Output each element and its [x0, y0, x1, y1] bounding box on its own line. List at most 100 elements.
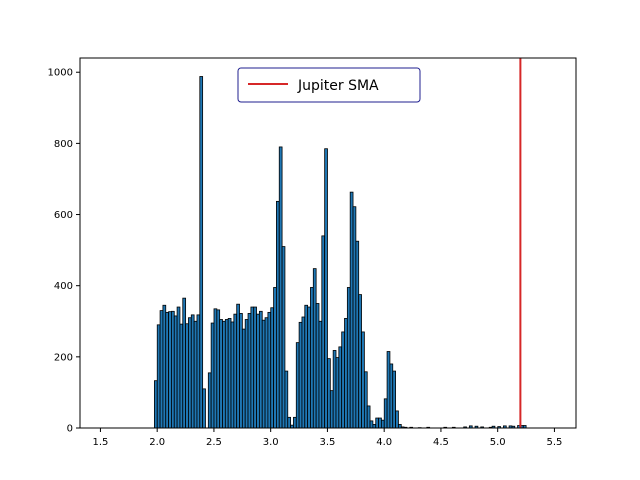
y-tick-label: 200	[54, 352, 73, 363]
x-tick-label: 3.5	[319, 437, 335, 448]
histogram-bar	[196, 314, 201, 429]
histogram-bar	[278, 146, 283, 429]
histogram-bar	[298, 321, 303, 429]
legend-label: Jupiter SMA	[297, 78, 379, 94]
histogram-bar	[222, 320, 226, 429]
histogram-bar	[233, 313, 238, 429]
histogram-bar	[261, 319, 266, 429]
histogram-bar	[168, 311, 172, 429]
x-tick-label: 5.5	[546, 437, 562, 448]
histogram-bar	[332, 350, 337, 429]
histogram-bar	[224, 319, 229, 429]
histogram-bar	[159, 310, 164, 429]
histogram-bar	[301, 316, 306, 429]
histogram-bar	[173, 315, 178, 429]
x-tick-label: 3.0	[263, 437, 279, 448]
histogram-bar	[165, 311, 169, 429]
histogram-bar	[349, 191, 354, 429]
histogram-bar	[219, 319, 223, 429]
histogram-bar	[241, 328, 246, 429]
histogram-bar	[156, 324, 161, 429]
histogram-bar	[227, 318, 232, 429]
histogram-bar	[358, 294, 362, 429]
histogram-bar	[324, 148, 328, 429]
histogram-bar	[244, 319, 249, 429]
histogram-bar	[307, 306, 311, 429]
histogram-bar	[284, 370, 289, 429]
histogram-bar	[375, 417, 379, 429]
histogram-bar	[344, 318, 348, 429]
histogram-bar	[176, 306, 181, 429]
plot-frame	[79, 57, 577, 429]
histogram-bar	[352, 206, 357, 429]
histogram-bar	[389, 363, 394, 429]
histogram-bar	[386, 351, 391, 429]
histogram-bar	[295, 342, 300, 429]
histogram-bar	[398, 424, 402, 429]
histogram-bar	[383, 398, 388, 429]
histogram-bar	[253, 306, 257, 429]
histogram-bar	[363, 371, 368, 429]
x-tick-label: 4.0	[376, 437, 392, 448]
histogram-bar	[210, 322, 215, 429]
histogram-bar	[276, 200, 280, 429]
histogram-bar	[341, 331, 345, 429]
histogram-bar	[293, 416, 297, 429]
histogram-bar	[355, 240, 360, 429]
histogram-bar	[338, 346, 343, 429]
histogram-bar	[162, 304, 167, 429]
histogram-bar	[213, 308, 218, 429]
histogram-bar	[304, 304, 309, 429]
histogram-bar	[312, 268, 317, 429]
histogram-bar	[318, 320, 323, 429]
histogram-bar	[287, 416, 292, 429]
histogram-bar	[361, 331, 365, 429]
legend[interactable]: Jupiter SMA	[237, 67, 421, 103]
histogram-bar	[395, 410, 399, 429]
histogram-bar	[281, 246, 286, 429]
x-tick-label: 5.0	[490, 437, 506, 448]
histogram-bar	[199, 76, 204, 429]
histogram-bar	[190, 314, 195, 429]
histogram-bar	[202, 388, 206, 429]
histogram-bar	[380, 419, 385, 429]
y-tick-label: 600	[54, 210, 73, 221]
histogram-bar	[239, 313, 243, 429]
histogram-bar	[188, 317, 192, 429]
histogram-bar	[247, 313, 252, 429]
histogram-bar	[267, 311, 272, 429]
histogram-bar	[329, 390, 334, 429]
histogram-bar	[378, 417, 382, 429]
histogram-bar	[258, 310, 263, 429]
histogram-bar	[315, 303, 320, 429]
histogram-bar	[250, 306, 255, 429]
histogram-bar	[321, 235, 326, 429]
histogram-bar	[216, 309, 221, 429]
histogram-bar	[171, 310, 175, 429]
histogram-bar	[327, 358, 331, 429]
histogram-bar	[270, 307, 274, 429]
histogram-bar	[369, 420, 374, 429]
histogram-bar	[372, 424, 377, 429]
histogram-bar	[185, 323, 189, 429]
histogram-bar	[153, 380, 158, 429]
y-tick-label: 1000	[48, 68, 73, 79]
x-tick-label: 1.5	[92, 437, 108, 448]
y-tick-label: 0	[67, 424, 73, 435]
histogram-bar	[193, 320, 198, 429]
legend-box	[237, 67, 421, 103]
histogram-bar	[236, 303, 240, 429]
x-tick-label: 4.5	[433, 437, 449, 448]
y-tick-label: 400	[54, 281, 73, 292]
histogram-bar	[179, 323, 184, 429]
y-axis: 0 200 400 600 800 1000	[48, 68, 80, 435]
x-tick-label: 2.0	[149, 437, 165, 448]
x-axis: 1.5 2.0 2.5 3.0 3.5 4.0 4.5 5.0 5.5	[92, 428, 562, 448]
histogram-bar	[346, 287, 351, 429]
histogram-bar	[335, 357, 340, 429]
histogram-bar	[392, 370, 396, 429]
histogram-bar	[264, 317, 269, 429]
histogram-bar	[366, 405, 371, 429]
histogram-bar	[182, 297, 187, 429]
